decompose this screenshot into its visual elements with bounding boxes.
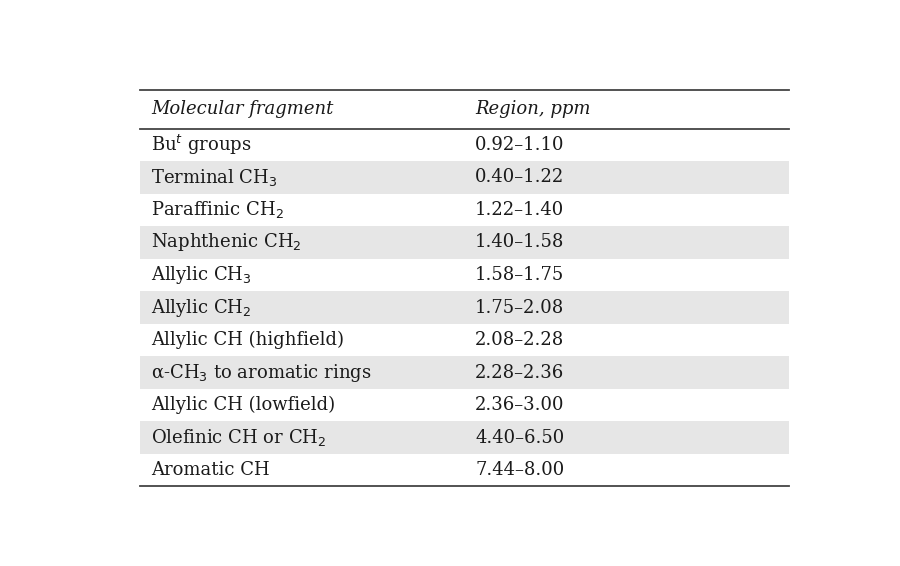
Bar [140, 421, 789, 454]
Text: Paraffinic CH$_2$: Paraffinic CH$_2$ [151, 199, 284, 221]
Text: Bu$^{t}$ groups: Bu$^{t}$ groups [151, 133, 251, 157]
Bar [140, 161, 789, 194]
Text: Allylic CH$_3$: Allylic CH$_3$ [151, 264, 252, 286]
Text: Molecular fragment: Molecular fragment [151, 100, 333, 118]
Text: Aromatic CH: Aromatic CH [151, 461, 269, 479]
Text: 4.40–6.50: 4.40–6.50 [475, 428, 564, 447]
Bar [140, 226, 789, 259]
Text: Terminal CH$_3$: Terminal CH$_3$ [151, 167, 277, 188]
Text: 1.58–1.75: 1.58–1.75 [475, 266, 564, 284]
Text: 2.28–2.36: 2.28–2.36 [475, 363, 564, 381]
Text: Allylic CH (highfield): Allylic CH (highfield) [151, 331, 344, 349]
Bar [140, 356, 789, 389]
Text: Allylic CH$_2$: Allylic CH$_2$ [151, 297, 251, 319]
Text: 2.36–3.00: 2.36–3.00 [475, 396, 564, 414]
Text: Naphthenic CH$_2$: Naphthenic CH$_2$ [151, 231, 302, 254]
Text: Region, ppm: Region, ppm [475, 100, 590, 118]
Text: 0.92–1.10: 0.92–1.10 [475, 136, 564, 154]
Bar [140, 291, 789, 324]
Text: 1.75–2.08: 1.75–2.08 [475, 298, 564, 316]
Text: Olefinic CH or CH$_2$: Olefinic CH or CH$_2$ [151, 427, 327, 448]
Text: 2.08–2.28: 2.08–2.28 [475, 331, 564, 349]
Text: 0.40–1.22: 0.40–1.22 [475, 169, 564, 186]
Text: 1.22–1.40: 1.22–1.40 [475, 201, 564, 219]
Text: Allylic CH (lowfield): Allylic CH (lowfield) [151, 396, 335, 414]
Text: α-CH$_3$ to aromatic rings: α-CH$_3$ to aromatic rings [151, 362, 372, 384]
Text: 7.44–8.00: 7.44–8.00 [475, 461, 564, 479]
Text: 1.40–1.58: 1.40–1.58 [475, 234, 564, 251]
